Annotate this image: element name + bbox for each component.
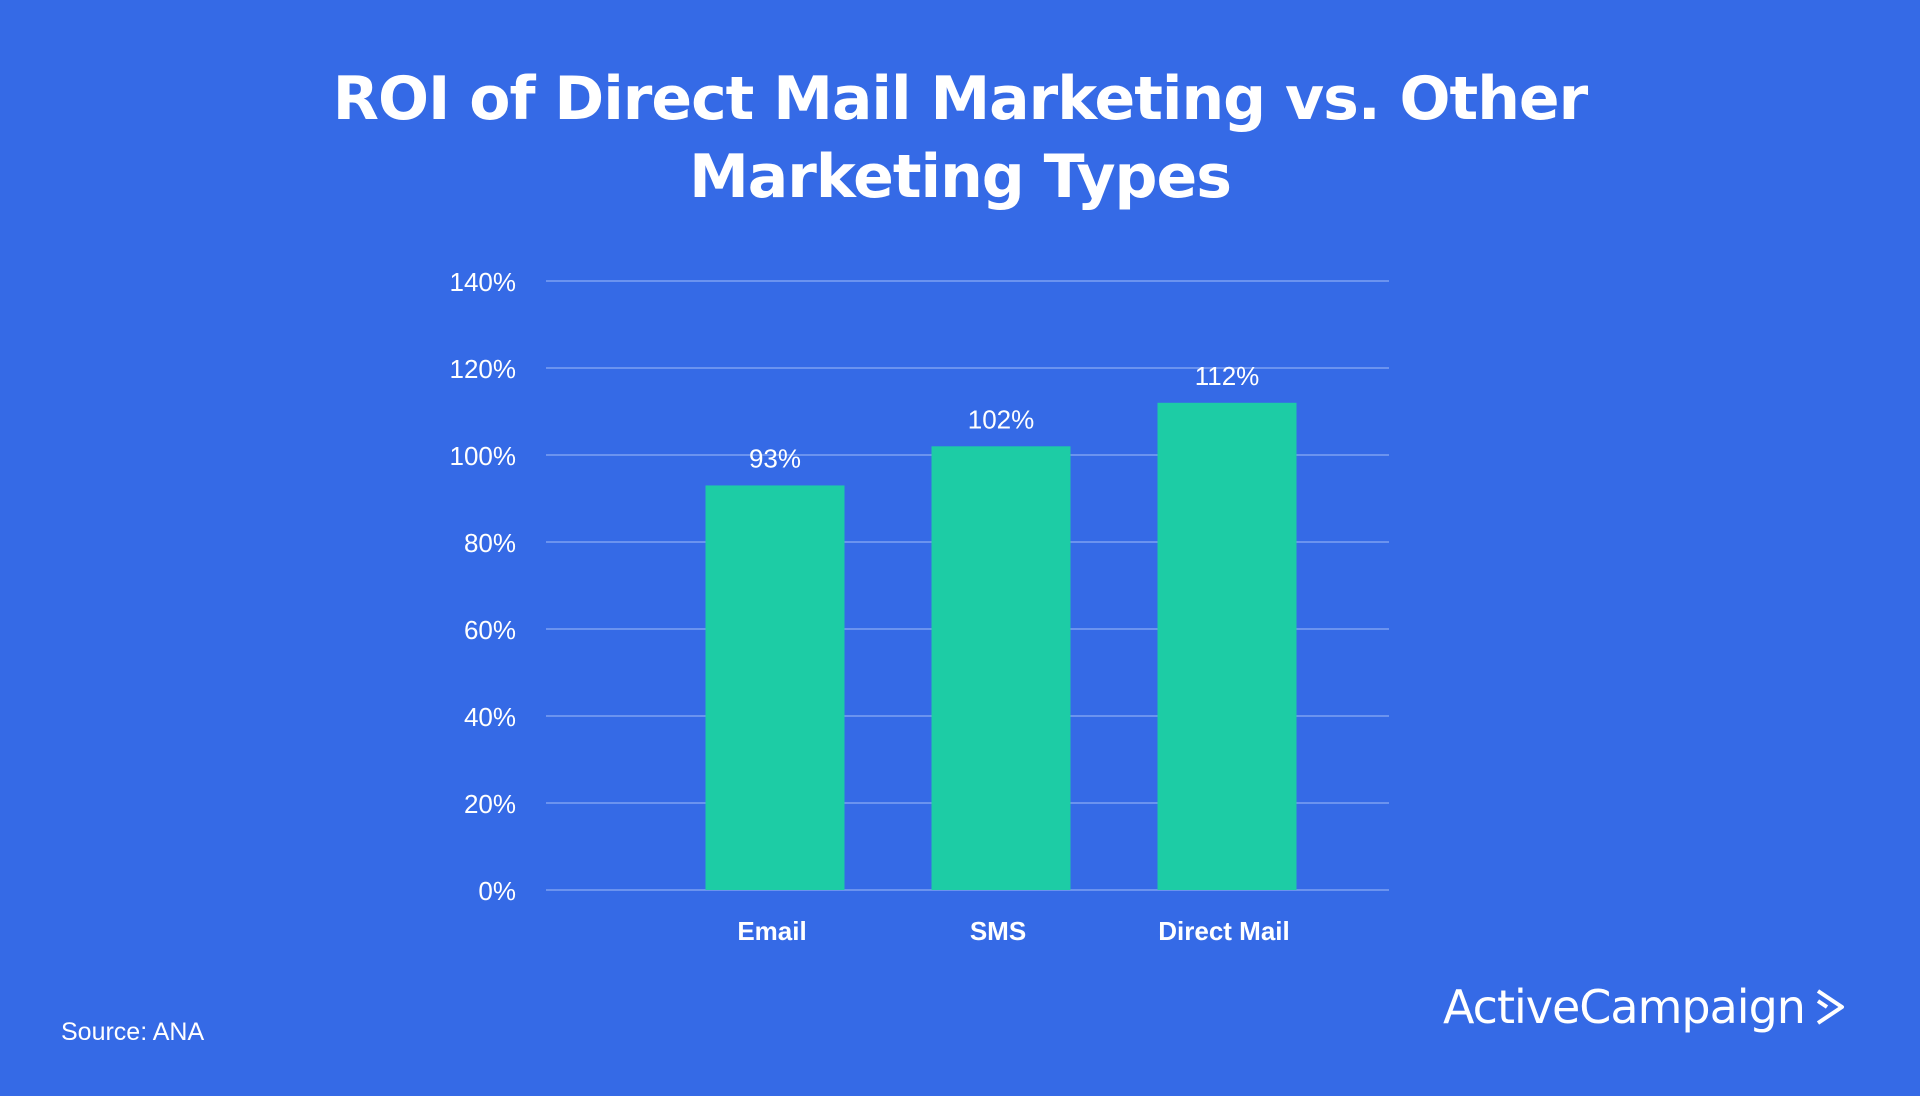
y-tick-label: 20% bbox=[464, 789, 516, 819]
chart-title-line-2: Marketing Types bbox=[689, 142, 1232, 212]
chart-title: ROI of Direct Mail Marketing vs. Other M… bbox=[0, 60, 1920, 216]
x-tick-label: Direct Mail bbox=[1158, 916, 1290, 946]
bar-sms bbox=[931, 446, 1071, 890]
bar-direct-mail bbox=[1157, 402, 1297, 890]
y-tick-label: 40% bbox=[464, 702, 516, 732]
chart-title-line-1: ROI of Direct Mail Marketing vs. Other bbox=[332, 64, 1588, 134]
y-tick-label: 60% bbox=[464, 615, 516, 645]
y-tick-label: 140% bbox=[450, 267, 517, 297]
data-label: 102% bbox=[968, 404, 1035, 434]
data-label: 93% bbox=[749, 443, 801, 473]
y-tick-label: 120% bbox=[450, 354, 517, 384]
source-note: Source: ANA bbox=[61, 1018, 205, 1046]
y-tick-label: 80% bbox=[464, 528, 516, 558]
logo-text: ActiveCampaign bbox=[1443, 980, 1806, 1034]
data-label: 112% bbox=[1195, 361, 1260, 391]
bar-email bbox=[705, 485, 845, 890]
bottom-border bbox=[0, 1096, 1920, 1098]
activecampaign-logo: ActiveCampaign bbox=[1443, 980, 1845, 1034]
y-tick-label: 0% bbox=[478, 876, 516, 906]
x-tick-label: Email bbox=[737, 916, 806, 946]
x-tick-label: SMS bbox=[970, 916, 1026, 946]
chevron-right-icon bbox=[1816, 989, 1844, 1025]
y-tick-label: 100% bbox=[450, 441, 517, 471]
